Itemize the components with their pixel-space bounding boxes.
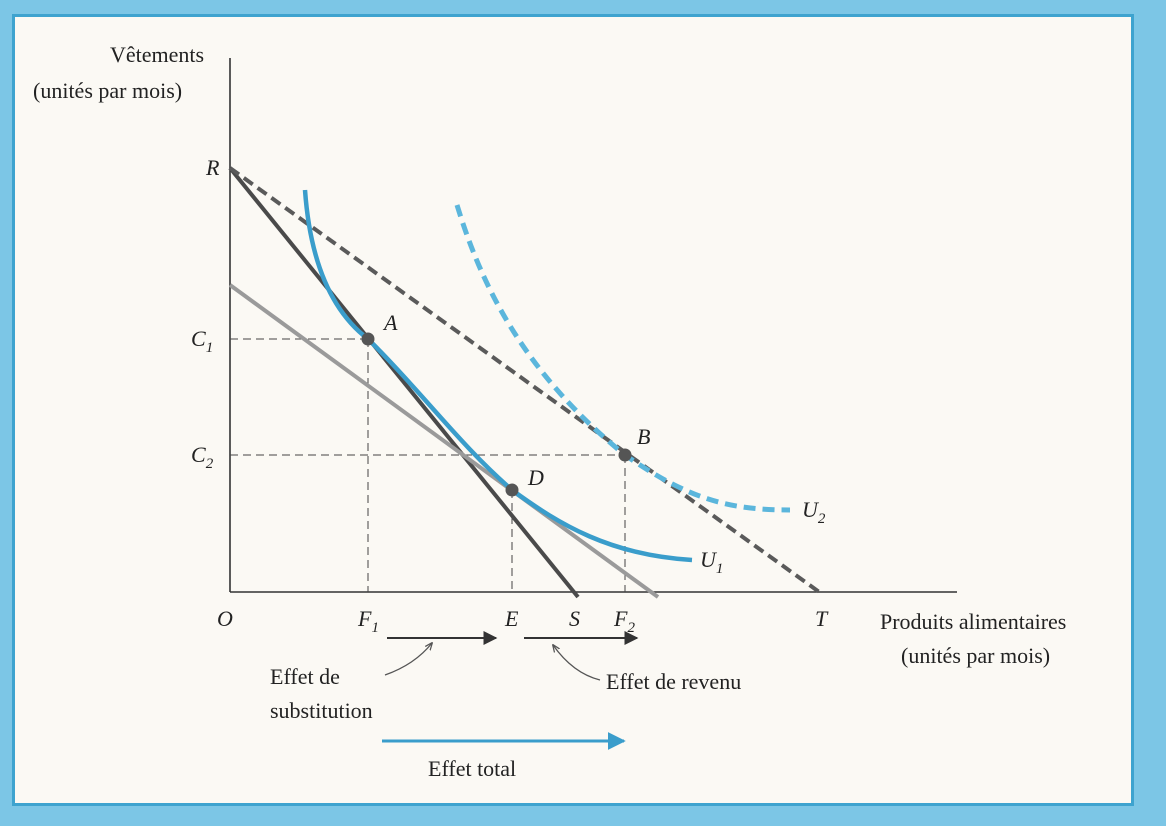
substitution-label-line2: substitution: [270, 698, 373, 723]
point-b-marker: [618, 448, 632, 462]
label-origin: O: [217, 606, 233, 631]
label-point-d: D: [527, 465, 544, 490]
label-f1: F1: [357, 606, 379, 636]
label-e: E: [504, 606, 519, 631]
y-axis-title-line2: (unités par mois): [33, 78, 182, 103]
x-axis-title-line1: Produits alimentaires: [880, 609, 1066, 634]
indifference-curve-u2: [454, 204, 791, 513]
label-point-b: B: [637, 424, 650, 449]
budget-line-rt: [228, 166, 824, 596]
substitution-label-line1: Effet de: [270, 664, 340, 689]
label-t: T: [815, 606, 829, 631]
y-axis-title-line1: Vêtements: [110, 42, 204, 67]
revenu-label: Effet de revenu: [606, 669, 741, 694]
label-s: S: [569, 606, 580, 631]
label-r: R: [205, 155, 220, 180]
point-a-marker: [361, 332, 375, 346]
indifference-curve-u1: [302, 189, 693, 563]
budget-line-rs: [228, 166, 580, 599]
label-u2: U2: [802, 497, 826, 527]
label-f2: F2: [613, 606, 635, 636]
label-c1: C1: [191, 326, 213, 356]
label-u1: U1: [700, 547, 723, 577]
x-axis-title-line2: (unités par mois): [901, 643, 1050, 668]
point-d-marker: [505, 483, 519, 497]
revenu-pointer: [553, 645, 601, 681]
budget-line-parallel: [228, 283, 660, 599]
label-point-a: A: [382, 310, 398, 335]
label-c2: C2: [191, 442, 214, 472]
substitution-pointer: [384, 643, 432, 676]
total-label: Effet total: [428, 756, 516, 781]
